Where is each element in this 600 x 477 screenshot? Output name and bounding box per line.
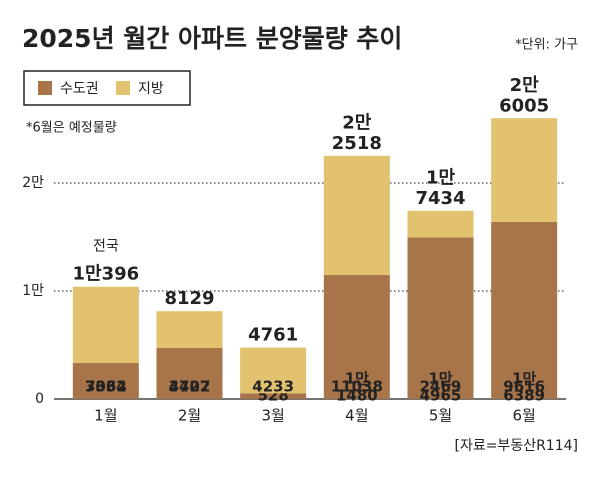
bar-segment: [72, 363, 139, 399]
bar-segment: [156, 347, 223, 399]
chart-title: 2025년 월간 아파트 분양물량 추이: [22, 24, 402, 53]
x-tick-label: 2월: [178, 407, 201, 425]
legend-swatch: [38, 81, 52, 95]
total-label: 8129: [164, 288, 214, 309]
bar-segment: [156, 311, 223, 348]
bar-segment: [240, 347, 307, 394]
value-label: 2469: [420, 378, 462, 396]
total-label: 2만 6005: [499, 75, 549, 117]
y-tick-label: 2만: [22, 175, 44, 191]
bar-segment: [407, 237, 474, 399]
total-label: 4761: [248, 325, 298, 346]
x-tick-label: 4월: [345, 407, 368, 425]
total-label: 1만 7434: [415, 167, 465, 209]
bar-segment: [407, 210, 474, 238]
x-tick-label: 6월: [512, 407, 535, 425]
footnote: *6월은 예정물량: [26, 121, 117, 136]
value-label: 4233: [252, 378, 294, 396]
unit-note: *단위: 가구: [515, 38, 578, 53]
bar-segment: [491, 221, 558, 399]
bar-segment: [323, 155, 390, 276]
total-label: 1만396: [72, 264, 139, 285]
bar-segment: [240, 393, 307, 399]
x-tick-label: 3월: [261, 407, 284, 425]
value-label: 9616: [503, 378, 545, 396]
value-label: 1만 6389: [503, 369, 545, 404]
legend-label: 지방: [138, 81, 164, 97]
total-label: 2만 2518: [332, 112, 382, 154]
y-tick-label: 0: [35, 391, 44, 407]
source: [자료=부동산R114]: [454, 438, 578, 454]
value-label: 7064: [85, 378, 127, 396]
value-label: 11038: [331, 378, 383, 396]
value-label: 4727: [169, 378, 211, 396]
legend-label: 수도권: [60, 81, 99, 97]
x-tick-label: 5월: [429, 407, 452, 425]
value-label: 3402: [169, 378, 211, 396]
value-label: 3332: [85, 378, 127, 396]
annotation: 전국: [93, 239, 119, 255]
bar-segment: [72, 286, 139, 364]
x-tick-label: 1월: [94, 407, 117, 425]
bar-segment: [323, 275, 390, 399]
value-label: 1만 4965: [420, 369, 462, 404]
value-label: 1만 1480: [336, 369, 378, 404]
bar-segment: [491, 118, 558, 222]
legend-swatch: [116, 81, 130, 95]
y-tick-label: 1만: [22, 283, 44, 299]
